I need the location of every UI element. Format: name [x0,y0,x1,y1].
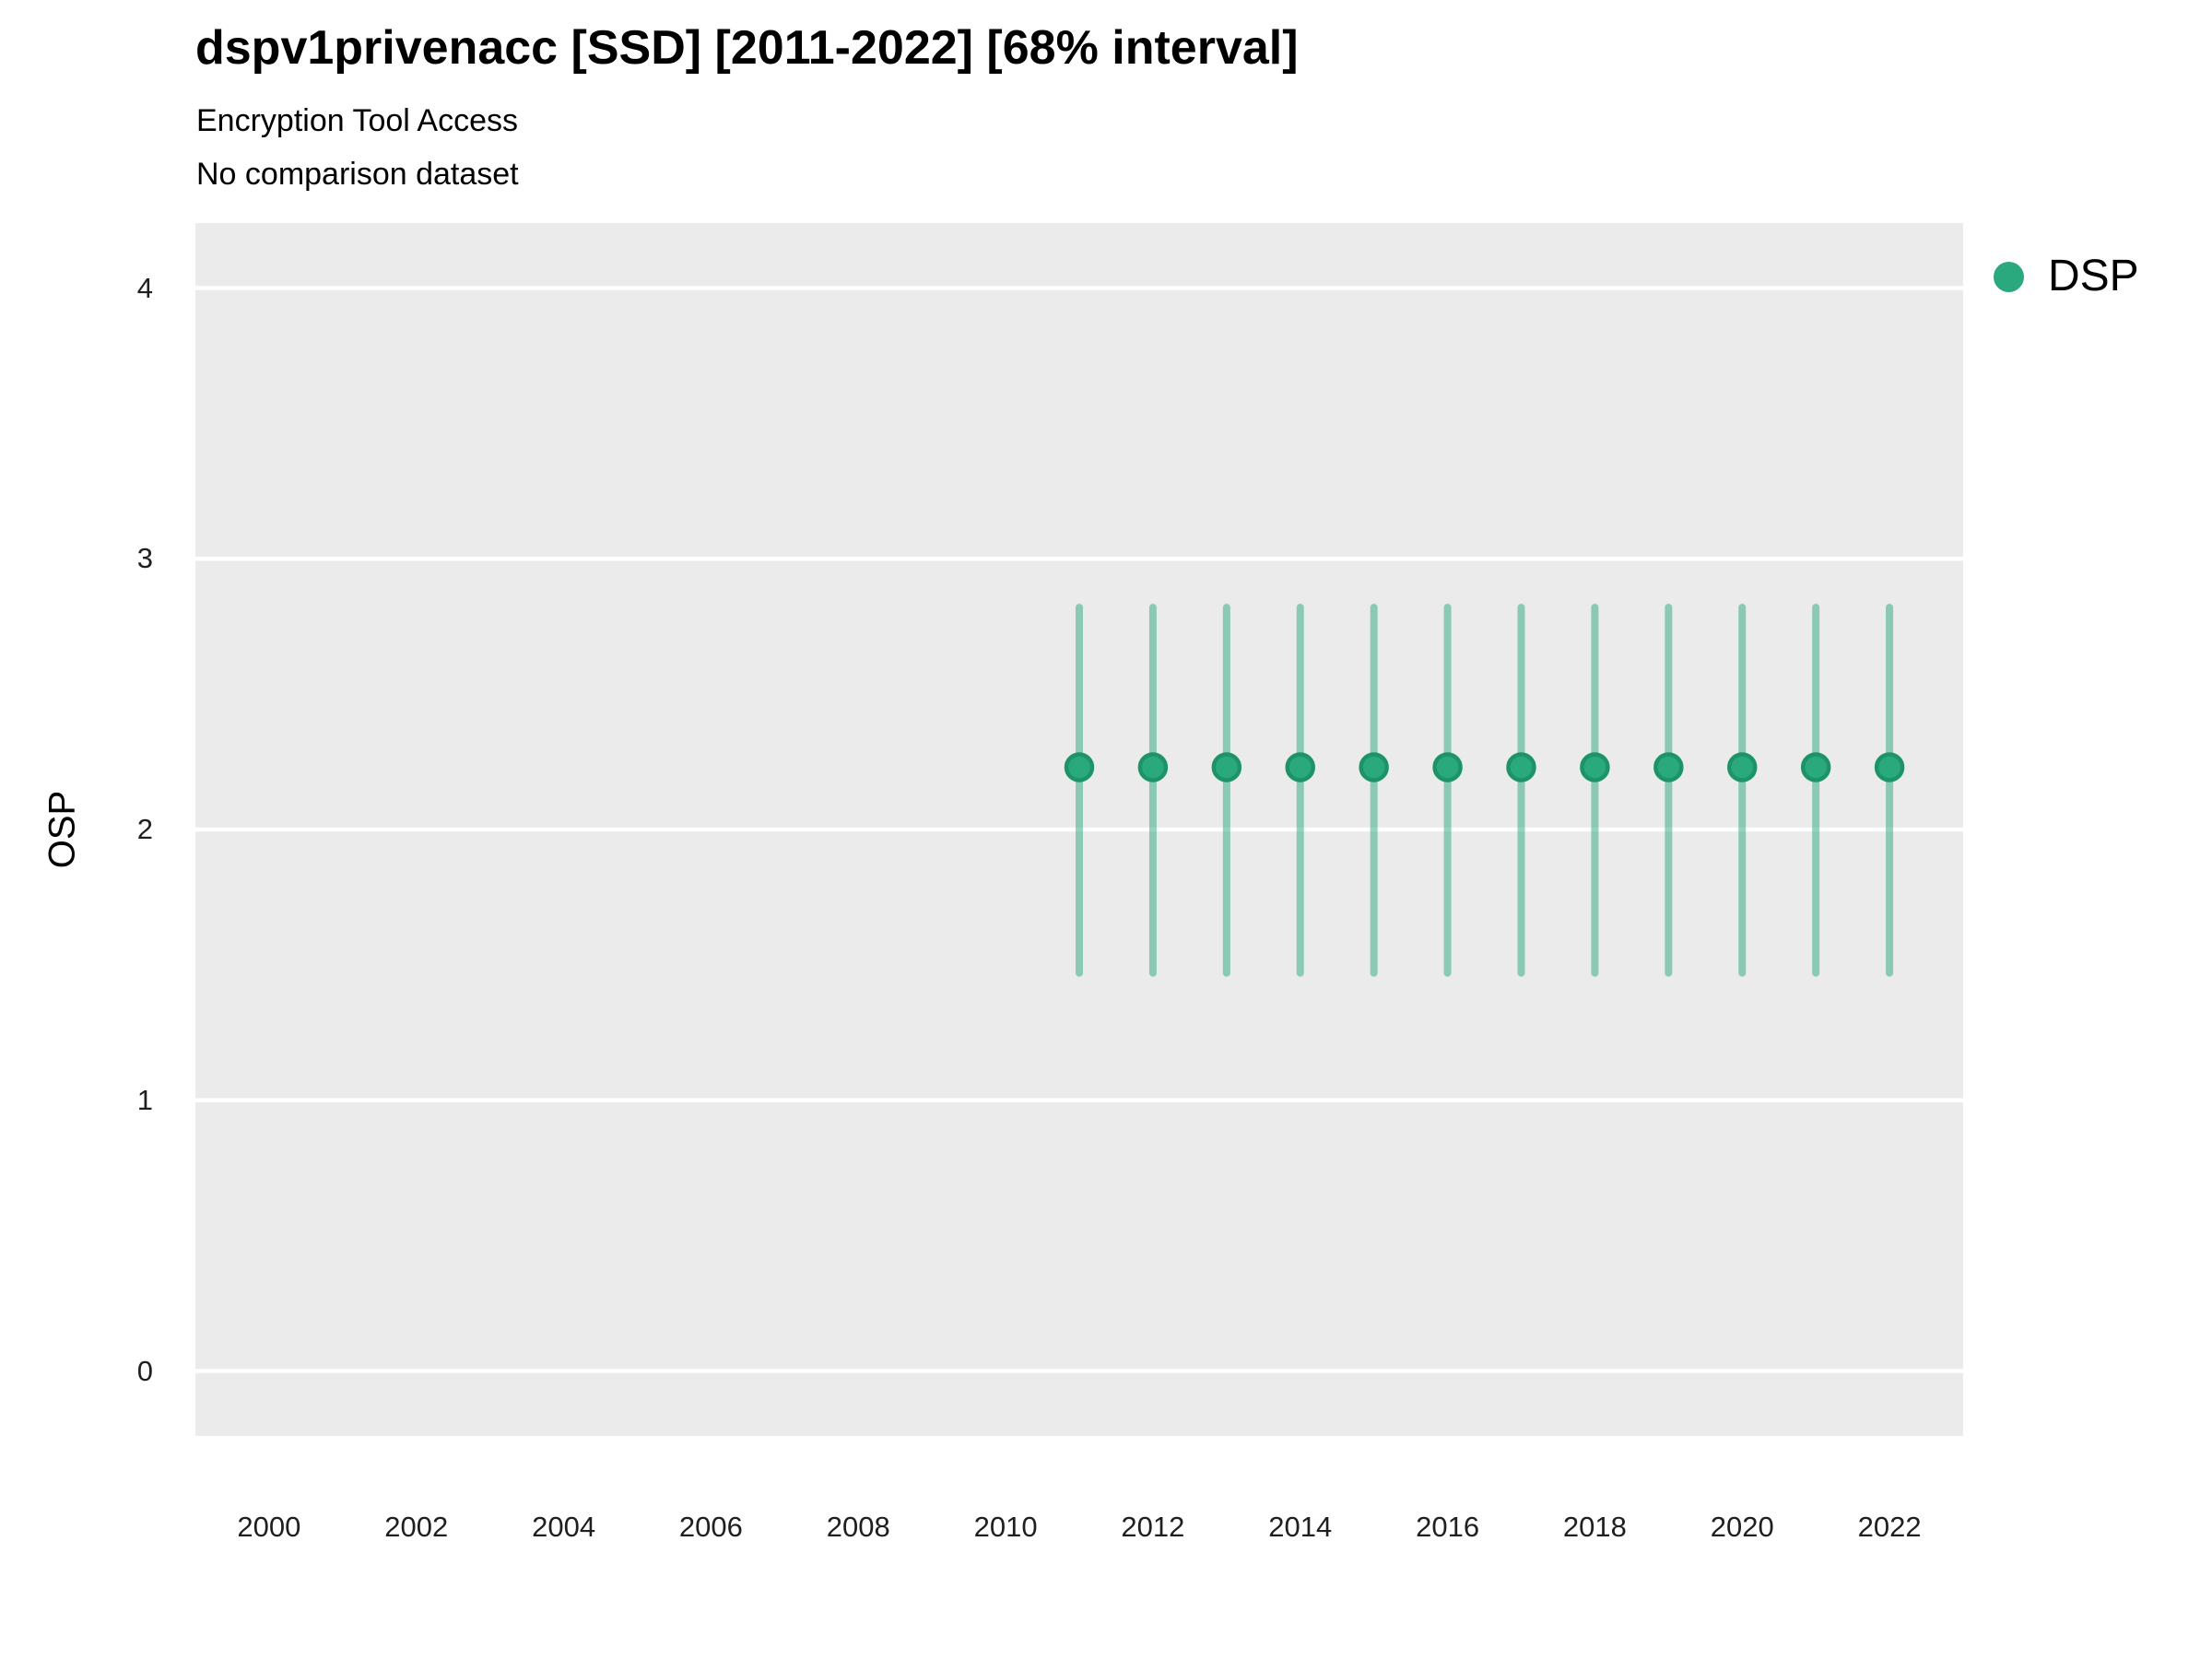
legend-label: DSP [2048,252,2139,300]
data-point [1653,752,1684,782]
data-point [1506,752,1536,782]
plot-panel [195,223,1963,1436]
chart-title: dspv1privenacc [SSD] [2011-2022] [68% in… [195,21,1299,75]
data-point [1359,752,1389,782]
legend: DSP [1994,247,2139,306]
y-tick-label: 0 [136,1354,153,1387]
data-point [1137,752,1169,782]
x-tick-label: 2020 [1710,1511,1774,1543]
plot-svg [195,286,1963,1373]
chart-subtitle: Encryption Tool Access [196,103,518,138]
x-tick-label: 2006 [678,1511,743,1543]
data-point [1285,752,1315,782]
y-tick-label: 2 [136,813,153,845]
x-tick-label: 2002 [384,1511,449,1543]
data-point [1064,752,1095,782]
data-point [1727,752,1758,782]
x-tick-label: 2010 [973,1511,1038,1543]
data-point [1211,752,1242,782]
data-point [1580,752,1610,782]
x-tick-label: 2012 [1121,1511,1185,1543]
data-point [1874,752,1905,782]
x-tick-label: 2014 [1268,1511,1333,1543]
x-tick-label: 2022 [1857,1511,1922,1543]
x-tick-label: 2008 [826,1511,890,1543]
legend-marker-icon [1994,261,2024,292]
x-tick-label: 2004 [532,1511,596,1543]
chart-note: No comparison dataset [196,157,519,192]
y-tick-label: 1 [136,1083,153,1116]
x-tick-label: 2018 [1562,1511,1627,1543]
x-tick-label: 2000 [237,1511,301,1543]
data-point [1800,752,1831,782]
x-tick-label: 2016 [1416,1511,1480,1543]
y-tick-label: 3 [136,542,153,575]
y-tick-label: 4 [136,271,153,304]
data-point [1432,752,1463,782]
